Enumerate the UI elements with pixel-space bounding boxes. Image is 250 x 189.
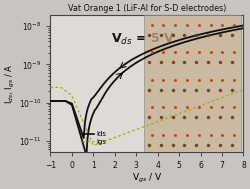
Bar — [144, 15, 241, 152]
Text: V$_{ds}$ = 5 V: V$_{ds}$ = 5 V — [111, 32, 175, 47]
Legend: Ids, Igs: Ids, Igs — [79, 129, 109, 147]
Y-axis label: I$_{ds}$, I$_{gs}$ / A: I$_{ds}$, I$_{gs}$ / A — [4, 63, 17, 104]
Text: Vat Orange 1 (LiF-Al for S-D electrodes): Vat Orange 1 (LiF-Al for S-D electrodes) — [68, 4, 226, 13]
X-axis label: V$_{gs}$ / V: V$_{gs}$ / V — [132, 172, 162, 185]
